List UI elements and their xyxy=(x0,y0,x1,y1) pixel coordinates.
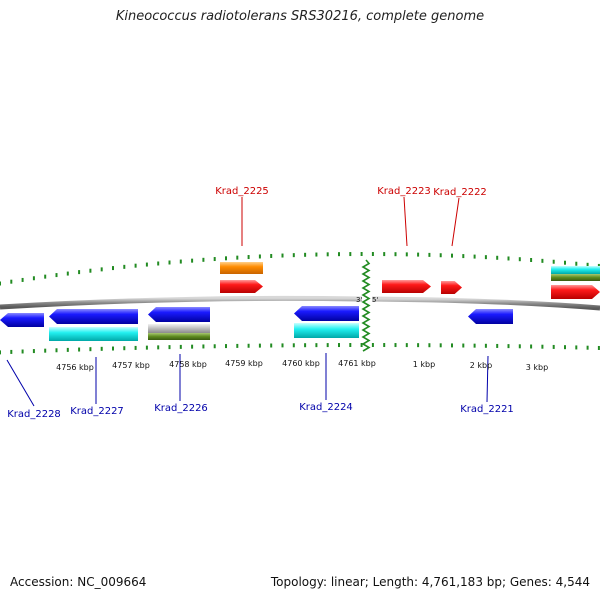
leader-krad-2222 xyxy=(451,197,460,247)
gene-arrow-krad-2227 xyxy=(49,309,138,324)
feature-olive-right xyxy=(551,274,600,281)
gene-arrow-krad-2226 xyxy=(148,307,210,322)
scale-label-4761: 4761 kbp xyxy=(338,359,376,368)
genome-summary-text: Topology: linear; Length: 4,761,183 bp; … xyxy=(270,575,590,589)
sequence-junction xyxy=(361,259,371,352)
gene-arrow-krad-2222 xyxy=(441,281,462,294)
feature-gray-2226 xyxy=(148,324,210,333)
gene-arrow-krad-2225 xyxy=(220,280,263,293)
scale-label-1: 1 kbp xyxy=(413,360,435,369)
leader-krad-2228 xyxy=(6,359,35,407)
gene-label-krad-2222[interactable]: Krad_2222 xyxy=(433,187,487,198)
label-leader-lines xyxy=(6,196,489,407)
tick-marks xyxy=(0,252,600,355)
gene-label-krad-2221[interactable]: Krad_2221 xyxy=(460,404,514,415)
gene-arrow-krad-2221 xyxy=(468,309,513,324)
scale-label-3: 3 kbp xyxy=(526,363,548,372)
gene-arrow-right-edge xyxy=(551,285,600,299)
leader-krad-2223 xyxy=(403,196,408,247)
scale-label-4760: 4760 kbp xyxy=(282,359,320,368)
junction-zigzag xyxy=(361,259,371,352)
scale-label-4759: 4759 kbp xyxy=(225,359,263,368)
feature-cyan-right xyxy=(551,266,600,274)
three-prime-label: 3' xyxy=(356,296,362,304)
gene-label-krad-2224[interactable]: Krad_2224 xyxy=(299,402,353,413)
feature-cyan-2224 xyxy=(294,323,359,338)
scale-label-4757: 4757 kbp xyxy=(112,361,150,370)
scale-label-4756: 4756 kbp xyxy=(56,363,94,372)
backbone-right xyxy=(371,296,600,311)
gene-arrow-krad-2228 xyxy=(0,313,44,327)
feature-olive-2226 xyxy=(148,333,210,340)
five-prime-label: 5' xyxy=(372,296,378,304)
gene-label-krad-2227[interactable]: Krad_2227 xyxy=(70,406,124,417)
genome-backbone xyxy=(0,295,600,311)
feature-orange-2225 xyxy=(220,262,263,274)
gene-label-krad-2228[interactable]: Krad_2228 xyxy=(7,409,61,420)
gene-label-krad-2225[interactable]: Krad_2225 xyxy=(215,186,269,197)
feature-cyan-2227 xyxy=(49,327,138,341)
gene-arrow-krad-2224 xyxy=(294,306,359,321)
gene-arrow-krad-2223 xyxy=(382,280,431,293)
leader-krad-2221 xyxy=(486,355,489,403)
map-title: Kineococcus radiotolerans SRS30216, comp… xyxy=(115,9,485,24)
scale-label-4758: 4758 kbp xyxy=(169,360,207,369)
gene-label-krad-2226[interactable]: Krad_2226 xyxy=(154,403,208,414)
gene-features xyxy=(0,262,600,341)
accession-text: Accession: NC_009664 xyxy=(10,575,147,589)
gene-label-krad-2223[interactable]: Krad_2223 xyxy=(377,186,431,197)
backbone-left xyxy=(0,295,363,310)
scale-label-2: 2 kbp xyxy=(470,361,492,370)
